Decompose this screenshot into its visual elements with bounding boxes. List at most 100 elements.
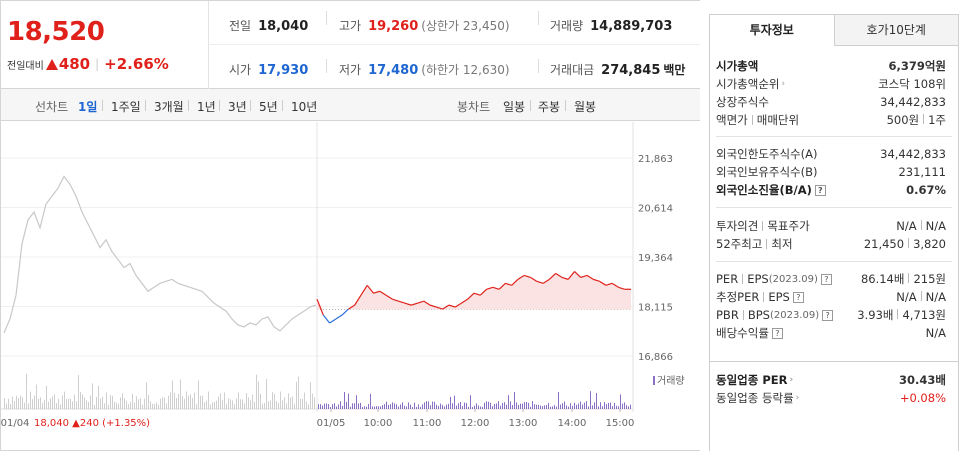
range-3y-button[interactable]: 3년 — [228, 100, 247, 114]
shares-row: 상장주식수 34,442,833 — [716, 93, 946, 111]
chart-svg: 21,863 20,614 19,364 18,115 16,866 거래량 01/04 01… — [1, 122, 685, 429]
volume-bar — [564, 401, 565, 409]
volume-bar — [590, 391, 591, 409]
volume-bar — [572, 405, 573, 409]
peer-per-label[interactable]: 동일업종 PER — [716, 373, 788, 387]
target-label: 목표주가 — [767, 219, 810, 233]
volume-bar — [176, 398, 177, 409]
help-icon[interactable]: ? — [820, 273, 832, 285]
volume-bar — [226, 403, 227, 409]
volume-bar — [600, 402, 601, 409]
range-1w-button[interactable]: 1주일 — [111, 100, 141, 114]
lower-limit: (하한가 12,630) — [421, 63, 510, 77]
volume-bar — [506, 404, 507, 409]
volume-bar — [140, 398, 141, 409]
volume-bar — [120, 397, 121, 409]
volume-bar — [16, 395, 17, 409]
y-tick-label: 19,364 — [638, 253, 673, 264]
divider — [742, 274, 744, 284]
foreign-hold-label: 외국인보유주식수(B) — [716, 165, 818, 179]
help-icon[interactable]: ? — [771, 327, 783, 339]
price-segment — [385, 294, 393, 300]
volume-bar — [18, 398, 19, 409]
volume-bar — [292, 396, 293, 409]
x-tick-label: 14:00 — [558, 418, 587, 429]
volume-bar — [162, 397, 163, 409]
shares-value: 34,442,833 — [880, 95, 946, 109]
help-icon[interactable]: ? — [814, 184, 826, 196]
volume-bar — [338, 404, 339, 409]
price-segment — [423, 300, 431, 306]
volume-bar — [188, 395, 189, 409]
volume-bar — [400, 404, 401, 409]
volume-bar — [452, 403, 453, 409]
volume-bar — [74, 394, 75, 409]
divider — [742, 310, 744, 320]
tab-investment-info[interactable]: 투자정보 — [710, 15, 835, 46]
volume-bar — [192, 397, 193, 409]
volume-bar — [352, 403, 353, 409]
change-divider: | — [95, 57, 100, 71]
divider — [530, 100, 531, 111]
range-1d-button[interactable]: 1일 — [78, 100, 98, 114]
peer-change-label[interactable]: 동일업종 등락률 — [716, 391, 794, 405]
volume-bar — [382, 405, 383, 409]
help-icon[interactable]: ? — [822, 309, 834, 321]
candle-weekly-button[interactable]: 주봉 — [538, 100, 561, 114]
candle-monthly-button[interactable]: 월봉 — [574, 100, 597, 114]
volume-bar — [368, 404, 369, 409]
peer-change-row: 동일업종 등락률 › +0.08% — [716, 389, 946, 407]
price-segment — [618, 286, 625, 290]
foreign-ratio-label: 외국인소진율(B/A) — [716, 183, 812, 197]
change-row: 전일대비 480 | +2.66% — [7, 55, 169, 73]
volume-bar — [86, 400, 87, 409]
price-summary: 18,520 전일대비 480 | +2.66% 전일 18,040 고가 19,2… — [1, 1, 700, 89]
volume-bar — [386, 401, 387, 409]
tab-order-book[interactable]: 호가10단계 — [834, 15, 958, 46]
volume-bar — [254, 401, 255, 409]
market-rank-label[interactable]: 시가총액순위 — [716, 77, 780, 91]
volume-bar — [56, 403, 57, 409]
volume-bar — [10, 403, 11, 409]
volume-bar — [24, 402, 25, 409]
volume-bar — [34, 395, 35, 409]
volume-bar — [518, 404, 519, 409]
volume-bar — [280, 391, 281, 409]
volume-bar — [532, 401, 533, 409]
amount-unit: 백만 — [663, 63, 686, 77]
volume-legend-label: 거래량 — [657, 375, 685, 387]
range-10y-button[interactable]: 10년 — [291, 100, 318, 114]
par-label: 액면가 — [716, 113, 748, 127]
range-5y-button[interactable]: 5년 — [259, 100, 278, 114]
volume-bar — [168, 395, 169, 409]
range-3m-button[interactable]: 3개월 — [154, 100, 184, 114]
opinion-label: 투자의견 — [716, 219, 759, 233]
price-segment — [524, 274, 531, 278]
x-tick-label: 11:00 — [413, 418, 442, 429]
volume-bar — [396, 404, 397, 409]
volume-bar — [336, 406, 337, 409]
price-segment — [605, 282, 613, 286]
info-table: 시가총액 6,379억원 시가총액순위 › 코스닥 108위 상장주식수 34,4… — [709, 45, 959, 451]
change-amount: 480 — [58, 55, 91, 73]
target-value: N/A — [925, 219, 946, 233]
volume-bar — [132, 393, 133, 409]
volume-bar — [424, 402, 425, 409]
volume-bar — [240, 399, 241, 409]
candle-daily-button[interactable]: 일봉 — [503, 100, 526, 114]
volume-bar — [178, 393, 179, 409]
volume-bar — [36, 384, 37, 409]
range-1y-button[interactable]: 1년 — [197, 100, 216, 114]
volume-bar — [80, 392, 81, 409]
foreign-limit-value: 34,442,833 — [880, 147, 946, 161]
help-icon[interactable]: ? — [792, 291, 804, 303]
volume-bar — [324, 403, 325, 409]
divider — [920, 291, 922, 301]
week52-low-label: 최저 — [771, 237, 793, 251]
volume-bar — [416, 406, 417, 409]
volume-bar — [62, 395, 63, 409]
opinion-row: 투자의견 목표주가 N/A N/A — [716, 217, 946, 235]
volume-bar — [526, 401, 527, 409]
volume-bar — [4, 398, 5, 409]
price-segment — [530, 276, 538, 282]
